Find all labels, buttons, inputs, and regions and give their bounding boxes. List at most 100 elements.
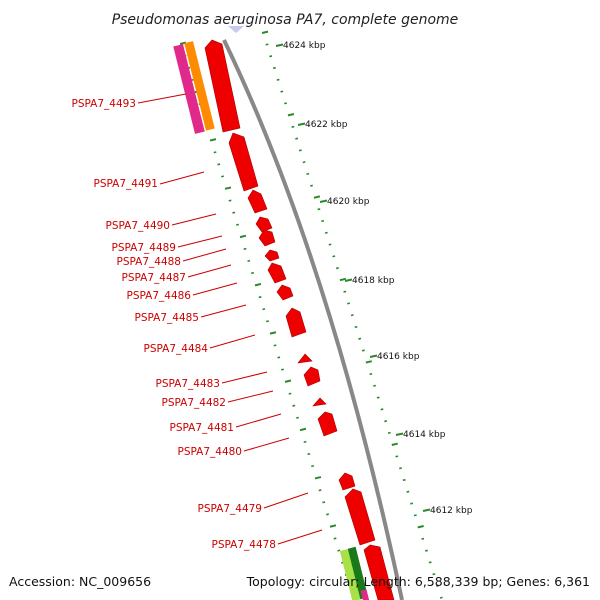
major-tick [329,524,337,528]
minor-tick [318,489,322,492]
minor-tick [317,208,321,211]
gene-label: PSPA7_4489 [112,242,177,254]
minor-tick [361,349,365,352]
minor-tick [276,78,280,81]
minor-tick [395,455,399,458]
minor-tick [213,151,217,154]
minor-tick [292,404,296,407]
gene-feature-orange [184,41,215,131]
scale-label: 4612 kbp [430,506,473,516]
gene-label: PSPA7_4483 [156,378,221,390]
minor-tick [326,513,329,516]
scale-label: 4620 kbp [327,197,370,207]
map-title: Pseudomonas aeruginosa PA7, complete gen… [112,12,459,28]
minor-tick [236,223,239,226]
minor-tick [280,90,284,93]
gene-label-leader [243,437,290,452]
scale-tick [319,199,328,203]
gene-feature-magenta [173,44,205,134]
gene-feature [264,249,280,262]
minor-tick [439,596,443,599]
gene-feature [267,262,287,284]
gene-label: PSPA7_4485 [135,312,200,324]
gene-features [173,39,395,600]
minor-tick [269,55,273,58]
minor-tick [343,290,347,293]
scale-tick [422,508,431,512]
minor-tick [273,344,277,347]
minor-tick [291,125,295,128]
genome-summary-text: Topology: circular; Length: 6,588,339 bp… [246,574,590,589]
minor-tick [432,573,436,576]
minor-tick [306,172,310,176]
gene-label: PSPA7_4479 [198,503,263,515]
major-tick [314,476,322,480]
minor-tick [251,271,254,275]
minor-tick [328,243,332,246]
minor-tick [335,267,339,270]
inner-tick-track [179,41,352,576]
scale-tick [395,432,404,436]
minor-tick [288,392,292,395]
minor-tick [272,66,276,70]
scale-label: 4622 kbp [305,120,348,130]
minor-tick [380,408,384,411]
gene-label: PSPA7_4480 [178,446,243,458]
minor-tick [281,368,284,371]
minor-tick [424,549,428,552]
minor-tick [436,584,440,588]
minor-tick [221,175,224,178]
minor-tick [310,184,313,187]
minor-tick [350,314,354,317]
minor-tick [373,384,376,387]
gene-feature [297,353,313,364]
scale-tick [369,354,378,358]
gene-feature [317,411,338,437]
minor-tick [228,199,232,202]
minor-tick [217,163,221,166]
accession-text: Accession: NC_009656 [9,574,151,589]
gene-label-leader [277,529,323,545]
minor-tick [421,537,425,540]
minor-tick [428,561,432,564]
minor-tick [402,478,406,482]
major-tick [254,282,262,287]
scale-label: 4616 kbp [377,352,420,362]
minor-tick [265,43,269,46]
scale-tick [344,278,353,282]
major-tick [179,41,187,45]
major-tick [299,427,307,432]
gene-label-leader [227,390,274,403]
minor-tick [298,149,302,152]
gene-labels: PSPA7_4493 PSPA7_4491 PSPA7_4490 PSPA7_4489… [72,93,323,551]
major-tick [209,138,217,142]
gene-feature [255,216,273,233]
outer-tick-track [261,30,443,599]
scale-tick [297,122,306,126]
major-tick [339,277,347,282]
minor-tick [311,465,314,468]
gene-feature-light-green [339,548,363,600]
gene-label: PSPA7_4482 [162,397,227,409]
scale-label: 4614 kbp [403,430,446,440]
gene-feature [258,229,276,247]
gene-feature-large [204,39,241,133]
gene-label-leader [137,93,187,104]
minor-tick [277,356,281,359]
scale-label: 4624 kbp [283,41,326,51]
minor-tick [332,255,336,258]
minor-tick [337,549,341,552]
gene-label-leader [235,413,282,428]
minor-tick [399,467,402,470]
genome-backbone [222,39,404,600]
minor-tick [243,247,247,250]
major-tick [417,525,424,529]
gene-label: PSPA7_4488 [117,256,182,268]
gene-label: PSPA7_4493 [72,98,137,110]
gene-label: PSPA7_4481 [170,422,235,434]
gene-label: PSPA7_4478 [212,539,277,551]
scale-label: 4618 kbp [352,276,395,286]
minor-tick [406,490,410,493]
gene-label: PSPA7_4490 [106,220,171,232]
major-tick [261,30,269,34]
